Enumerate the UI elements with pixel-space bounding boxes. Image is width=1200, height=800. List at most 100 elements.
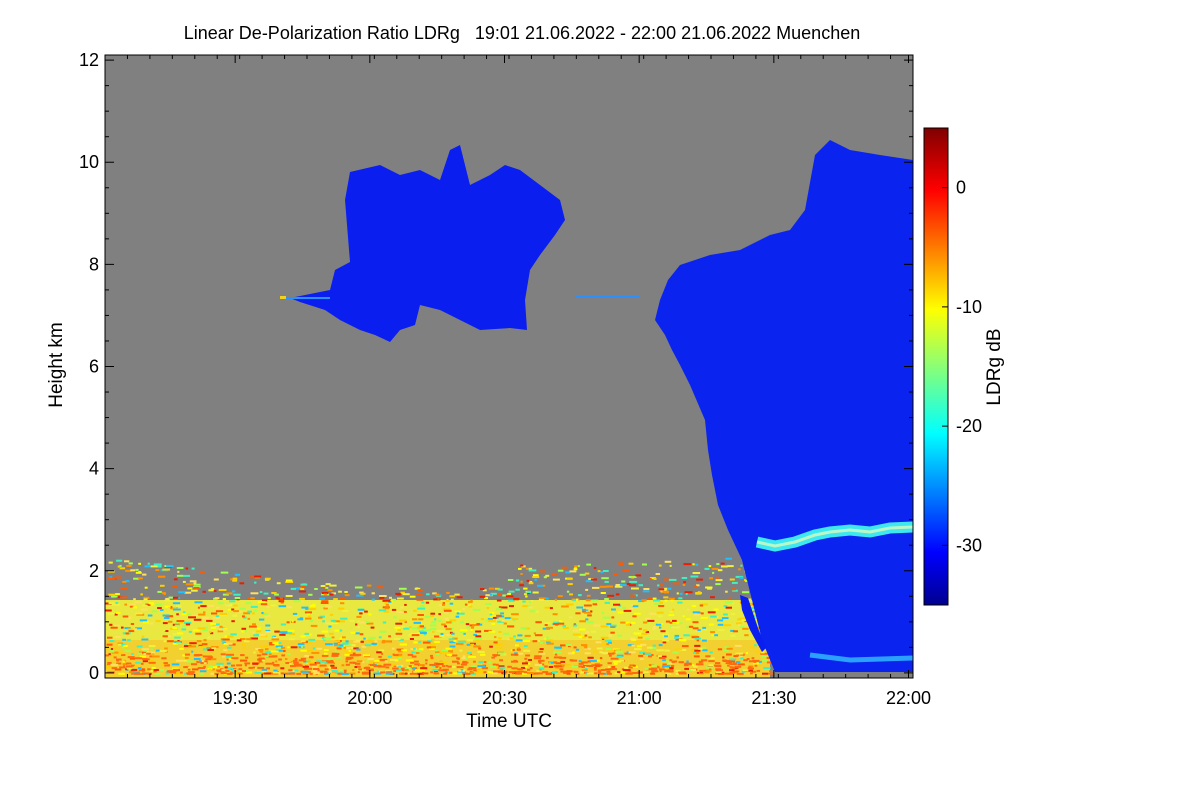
bl-speckle [542, 584, 546, 587]
melting-layer-core [756, 525, 913, 548]
bl-speckle [489, 665, 496, 668]
bl-speckle [110, 648, 113, 650]
bl-speckle [606, 643, 609, 646]
bl-speckle [187, 587, 193, 590]
bl-speckle [606, 623, 612, 626]
bl-speckle [277, 642, 282, 644]
bl-speckle [334, 629, 340, 632]
colorbar-tick-label: -30 [956, 535, 982, 555]
bl-speckle [524, 593, 527, 596]
bl-speckle [216, 669, 224, 672]
bl-speckle [252, 666, 256, 669]
bl-speckle [535, 610, 539, 613]
bl-speckle [546, 642, 554, 645]
bl-speckle [131, 653, 134, 655]
bl-speckle [408, 634, 411, 637]
bl-speckle [327, 589, 333, 592]
bl-speckle [391, 647, 395, 650]
bl-speckle [324, 672, 329, 675]
bl-speckle [193, 629, 200, 632]
bl-speckle [607, 652, 615, 655]
bl-speckle [414, 660, 419, 663]
bl-speckle [423, 641, 431, 644]
bl-speckle [144, 565, 152, 568]
bl-speckle [742, 627, 749, 630]
bl-speckle [321, 630, 328, 633]
bl-speckle [614, 585, 623, 588]
bl-speckle [679, 649, 687, 651]
bl-speckle [359, 621, 366, 624]
bl-speckle [325, 643, 333, 646]
bl-speckle [555, 666, 559, 669]
bl-speckle [376, 670, 380, 673]
bl-speckle [319, 670, 328, 673]
bl-speckle [172, 642, 178, 645]
bl-speckle [707, 611, 716, 614]
bl-speckle [584, 634, 588, 637]
bl-speckle [187, 668, 191, 671]
bl-speckle [732, 602, 735, 605]
bl-speckle [361, 645, 367, 648]
bl-speckle [418, 630, 427, 633]
bl-speckle [181, 613, 188, 616]
bl-speckle [489, 611, 495, 614]
bl-speckle [280, 601, 284, 604]
bl-speckle [626, 651, 629, 654]
bl-speckle [184, 657, 189, 660]
bl-speckle [666, 660, 671, 663]
bl-speckle [350, 646, 356, 649]
bl-speckle [248, 666, 254, 669]
bl-speckle [528, 569, 537, 572]
bl-speckle [554, 646, 562, 649]
bl-speckle [607, 649, 616, 652]
bl-speckle [401, 610, 407, 613]
bl-speckle [468, 605, 473, 608]
bl-speckle [230, 668, 237, 671]
bl-speckle [530, 610, 538, 613]
bl-speckle [696, 584, 700, 587]
bl-speckle [232, 615, 238, 617]
bl-speckle [607, 594, 615, 597]
bl-speckle [516, 652, 524, 655]
bl-speckle [316, 660, 322, 663]
bl-speckle [517, 668, 523, 671]
bl-speckle [136, 645, 143, 648]
bl-speckle [162, 635, 168, 638]
bl-speckle [150, 603, 154, 606]
bl-speckle [381, 641, 386, 644]
bl-speckle [150, 648, 154, 651]
bl-speckle [676, 656, 679, 659]
bl-speckle [631, 576, 635, 579]
bl-speckle [677, 601, 683, 604]
bl-speckle [591, 664, 599, 667]
bl-speckle [185, 583, 194, 586]
bl-speckle [280, 667, 285, 670]
bl-speckle [498, 652, 506, 655]
bl-speckle [250, 605, 258, 608]
bl-speckle [279, 631, 288, 634]
bl-speckle [105, 609, 112, 612]
bl-speckle [328, 625, 332, 628]
bl-speckle [135, 657, 143, 660]
bl-speckle [112, 603, 121, 606]
bl-speckle [143, 596, 150, 599]
bl-speckle [479, 595, 486, 598]
bl-speckle [312, 647, 315, 650]
bl-speckle [625, 624, 631, 627]
bl-speckle [538, 597, 546, 600]
bl-speckle [373, 665, 381, 668]
bl-speckle [339, 637, 346, 640]
bl-speckle [186, 672, 193, 675]
bl-speckle [269, 642, 275, 644]
bl-speckle [736, 654, 740, 657]
bl-speckle [694, 649, 701, 652]
bl-speckle [373, 672, 381, 675]
bl-speckle [569, 616, 573, 619]
bl-speckle [290, 665, 296, 668]
bl-speckle [700, 616, 708, 619]
bl-speckle [321, 600, 329, 603]
bl-speckle [359, 591, 364, 594]
bl-speckle [756, 669, 761, 672]
bl-speckle [691, 605, 696, 608]
bl-speckle [282, 650, 286, 652]
